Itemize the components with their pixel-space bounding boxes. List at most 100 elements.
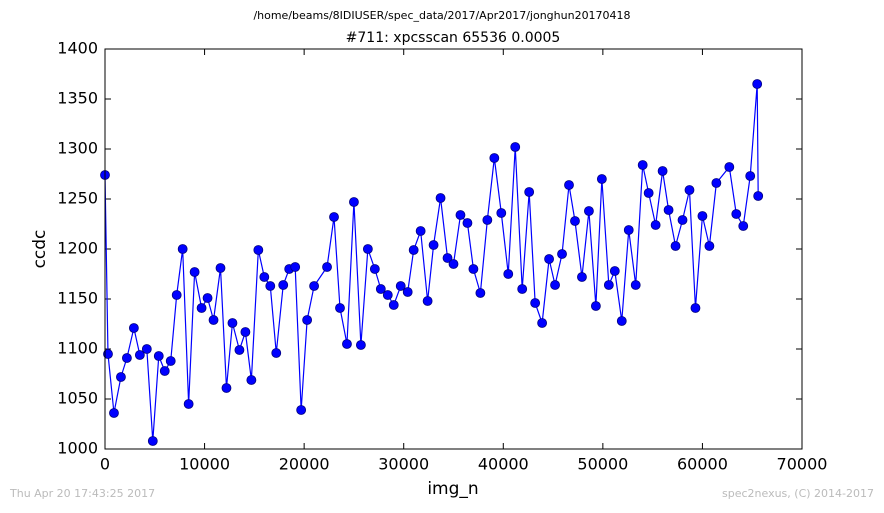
data-point: [428, 240, 439, 250]
data-point: [448, 259, 459, 269]
data-point: [753, 191, 764, 201]
y-tick-label: 1250: [57, 189, 98, 208]
data-point: [141, 344, 152, 354]
data-point: [234, 345, 245, 355]
data-point: [349, 197, 359, 207]
data-point: [116, 372, 126, 382]
data-point: [183, 399, 194, 409]
data-point: [227, 318, 238, 328]
data-point: [159, 366, 170, 376]
data-point: [745, 171, 756, 181]
data-point: [503, 269, 514, 279]
footer-right: spec2nexus, (C) 2014-2017: [722, 487, 874, 500]
data-point: [147, 436, 158, 446]
data-point: [752, 79, 763, 89]
y-tick-label: 1050: [57, 389, 98, 408]
data-point: [322, 262, 332, 272]
y-tick-label: 1300: [57, 139, 98, 158]
data-point: [530, 298, 541, 308]
x-axis-label: img_n: [427, 479, 478, 499]
data-point: [329, 212, 339, 222]
data-point: [189, 267, 200, 277]
data-point: [623, 225, 634, 235]
data-point: [109, 408, 119, 418]
data-point: [577, 272, 587, 282]
data-point: [603, 280, 614, 290]
chart-title: #711: xpcsscan 65536 0.0005: [346, 30, 561, 46]
data-point: [335, 303, 345, 313]
data-point: [684, 185, 695, 195]
data-point: [557, 249, 567, 259]
data-point: [309, 281, 320, 291]
data-point: [496, 208, 507, 218]
data-point: [153, 351, 164, 361]
data-point: [630, 280, 641, 290]
data-point: [609, 266, 620, 276]
data-point: [246, 375, 257, 385]
data-point: [171, 290, 182, 300]
data-point: [663, 205, 674, 215]
y-tick-label: 1350: [57, 89, 98, 108]
data-point: [643, 188, 654, 198]
data-point: [475, 288, 486, 298]
y-axis-label: ccdc: [30, 230, 50, 269]
data-point: [375, 284, 386, 294]
data-point: [564, 180, 574, 190]
data-point: [122, 353, 132, 363]
y-tick-label: 1200: [57, 239, 98, 258]
x-tick-label: 30000: [378, 455, 429, 474]
data-point: [570, 216, 580, 226]
data-point: [537, 318, 548, 328]
series-line: [104, 83, 759, 442]
y-tick-label: 1100: [57, 339, 98, 358]
data-point: [650, 220, 661, 230]
data-point: [259, 272, 270, 282]
data-point: [637, 160, 648, 170]
data-point: [596, 174, 607, 184]
data-point: [711, 178, 722, 188]
data-point: [442, 253, 453, 263]
data-point: [524, 187, 535, 197]
data-point: [738, 221, 749, 231]
data-point: [590, 301, 601, 311]
data-point: [408, 245, 419, 255]
x-tick-label: 60000: [677, 455, 728, 474]
data-point: [271, 348, 282, 358]
data-point: [697, 211, 708, 221]
data-point: [265, 281, 276, 291]
data-point: [616, 316, 627, 326]
x-tick-label: 50000: [577, 455, 628, 474]
data-point: [208, 315, 219, 325]
data-point: [510, 142, 521, 152]
data-point: [388, 300, 399, 310]
data-point: [221, 383, 232, 393]
data-point: [395, 281, 406, 291]
data-point: [342, 339, 352, 349]
data-point: [544, 254, 554, 264]
data-point: [724, 162, 735, 172]
data-point: [402, 287, 413, 297]
data-point: [240, 327, 251, 337]
data-point: [704, 241, 715, 251]
plot-frame: [104, 48, 803, 450]
data-point: [670, 241, 681, 251]
data-point: [103, 349, 113, 359]
data-point: [422, 296, 433, 306]
data-point: [382, 290, 393, 300]
data-point: [731, 209, 742, 219]
footer-left: Thu Apr 20 17:43:25 2017: [9, 487, 155, 500]
data-point: [355, 340, 366, 350]
x-tick-label: 0: [100, 455, 110, 474]
data-point: [517, 284, 528, 294]
data-point: [296, 405, 307, 415]
data-point: [584, 206, 594, 216]
data-point: [550, 280, 560, 290]
data-point: [455, 210, 466, 220]
data-point: [369, 264, 380, 274]
data-point: [362, 244, 373, 254]
data-point: [290, 262, 301, 272]
chart-suptitle: /home/beams/8IDIUSER/spec_data/2017/Apr2…: [253, 9, 630, 22]
data-point: [468, 264, 479, 274]
